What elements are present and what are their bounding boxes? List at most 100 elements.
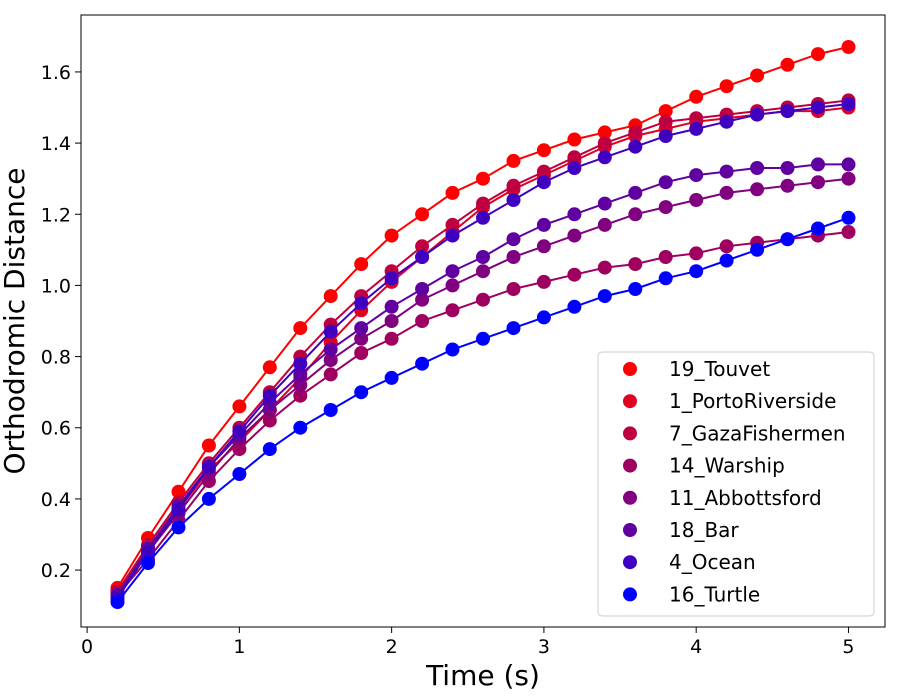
data-point [415,282,430,296]
data-point [232,424,247,439]
legend-label: 19_Touvet [669,357,770,381]
data-point [597,217,612,232]
data-point [323,289,338,304]
x-tick-label: 2 [386,636,398,658]
data-point [354,257,369,272]
legend-marker [623,362,637,376]
y-axis-title: Orthodromic Distance [0,168,31,475]
data-point [719,164,734,179]
series-3 [110,225,856,602]
legend-item: 7_GazaFishermen [623,421,846,445]
y-axis: 0.2 0.4 0.6 0.8 1.0 1.2 1.4 1.6 [41,62,81,582]
series-7 [110,210,856,610]
data-point [323,324,338,339]
data-point [628,282,643,296]
legend-label: 18_Bar [669,518,739,542]
data-point [323,367,338,382]
data-point [445,303,460,318]
data-point [841,210,856,225]
data-point [262,388,277,403]
data-point [536,143,551,158]
data-point [141,545,155,560]
data-point [476,210,490,225]
data-point [658,271,673,286]
data-point [628,139,643,154]
legend-item: 4_Ocean [623,550,756,574]
data-point [811,100,825,115]
data-point [262,360,277,375]
data-point [780,104,795,119]
data-point [780,57,795,72]
data-point [445,342,460,357]
data-point [476,196,490,211]
data-point [780,178,795,193]
data-point [750,107,765,122]
data-point [841,157,856,172]
data-point [415,314,430,328]
data-point [506,178,521,193]
legend-label: 1_PortoRiverside [669,389,836,413]
data-point [476,292,490,307]
data-point [689,111,704,126]
data-point [597,136,612,151]
y-tick-label: 0.4 [41,489,71,511]
data-point [750,242,765,257]
data-point [536,175,551,190]
data-point [841,97,856,111]
data-point [232,399,247,414]
data-point [597,260,612,275]
x-tick-label: 4 [690,636,702,658]
data-point [536,310,551,325]
data-point [354,346,369,360]
legend-label: 7_GazaFishermen [669,421,846,445]
y-tick-label: 1.0 [41,275,71,297]
data-point [719,239,734,254]
x-tick-label: 1 [233,636,245,658]
x-tick-label: 0 [81,636,93,658]
data-point [689,121,704,136]
data-point [658,104,673,119]
data-point [445,228,460,243]
data-point [719,114,734,129]
legend-item: 11_Abbottsford [623,486,822,510]
data-point [171,484,186,499]
data-point [567,228,582,243]
legend-label: 14_Warship [669,454,785,478]
data-point [293,356,308,371]
data-point [689,168,704,183]
x-axis: 0 1 2 3 4 5 [81,627,855,658]
legend-item: 16_Turtle [623,582,760,606]
data-point [445,185,460,200]
data-point [201,459,216,474]
legend-item: 19_Touvet [623,357,770,381]
data-point [536,217,551,232]
data-point [354,331,369,346]
data-point [597,150,612,165]
data-point [506,153,521,168]
legend-marker [623,555,637,570]
data-point [658,250,673,264]
legend-item: 18_Bar [623,518,739,542]
x-tick-label: 5 [842,636,854,658]
data-point [415,207,430,222]
data-point [567,132,582,147]
data-point [750,161,765,175]
data-point [323,342,338,357]
data-point [476,331,490,346]
data-point [354,385,369,400]
data-point [384,331,399,346]
data-point [597,196,612,211]
data-point [841,171,856,186]
data-point [384,370,399,385]
y-tick-label: 0.6 [41,418,71,440]
legend-item: 14_Warship [623,454,785,478]
data-point [232,467,247,481]
data-point [445,278,460,293]
data-point [415,356,430,371]
data-point [384,228,399,243]
data-point [567,150,582,165]
legend-marker [623,587,637,602]
chart-marks [110,40,856,610]
data-point [628,125,643,140]
